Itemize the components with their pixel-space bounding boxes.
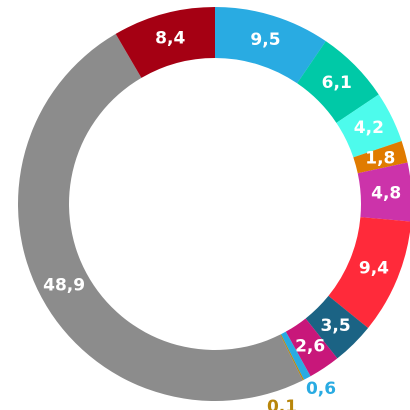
data-label: 4,2	[354, 118, 384, 138]
data-label: 4,8	[371, 183, 401, 203]
data-label: 1,8	[365, 148, 395, 168]
data-label: 8,4	[155, 28, 185, 48]
slice	[215, 7, 326, 84]
data-label: 9,4	[359, 258, 389, 278]
data-label: 48,9	[43, 276, 85, 296]
slice	[297, 41, 379, 123]
data-label: 0,1	[267, 397, 297, 410]
data-label: 6,1	[322, 73, 352, 93]
slice	[353, 141, 408, 174]
slice	[115, 7, 215, 78]
data-label: 0,6	[306, 379, 336, 399]
slice	[18, 33, 303, 401]
data-label: 3,5	[321, 316, 351, 336]
data-label: 2,6	[295, 337, 325, 357]
slice	[280, 331, 311, 380]
slice	[328, 217, 410, 328]
slice	[285, 318, 338, 377]
slice	[305, 295, 369, 359]
slice	[280, 334, 304, 381]
slice	[357, 162, 410, 222]
data-label: 9,5	[250, 30, 280, 50]
slice	[336, 94, 402, 158]
